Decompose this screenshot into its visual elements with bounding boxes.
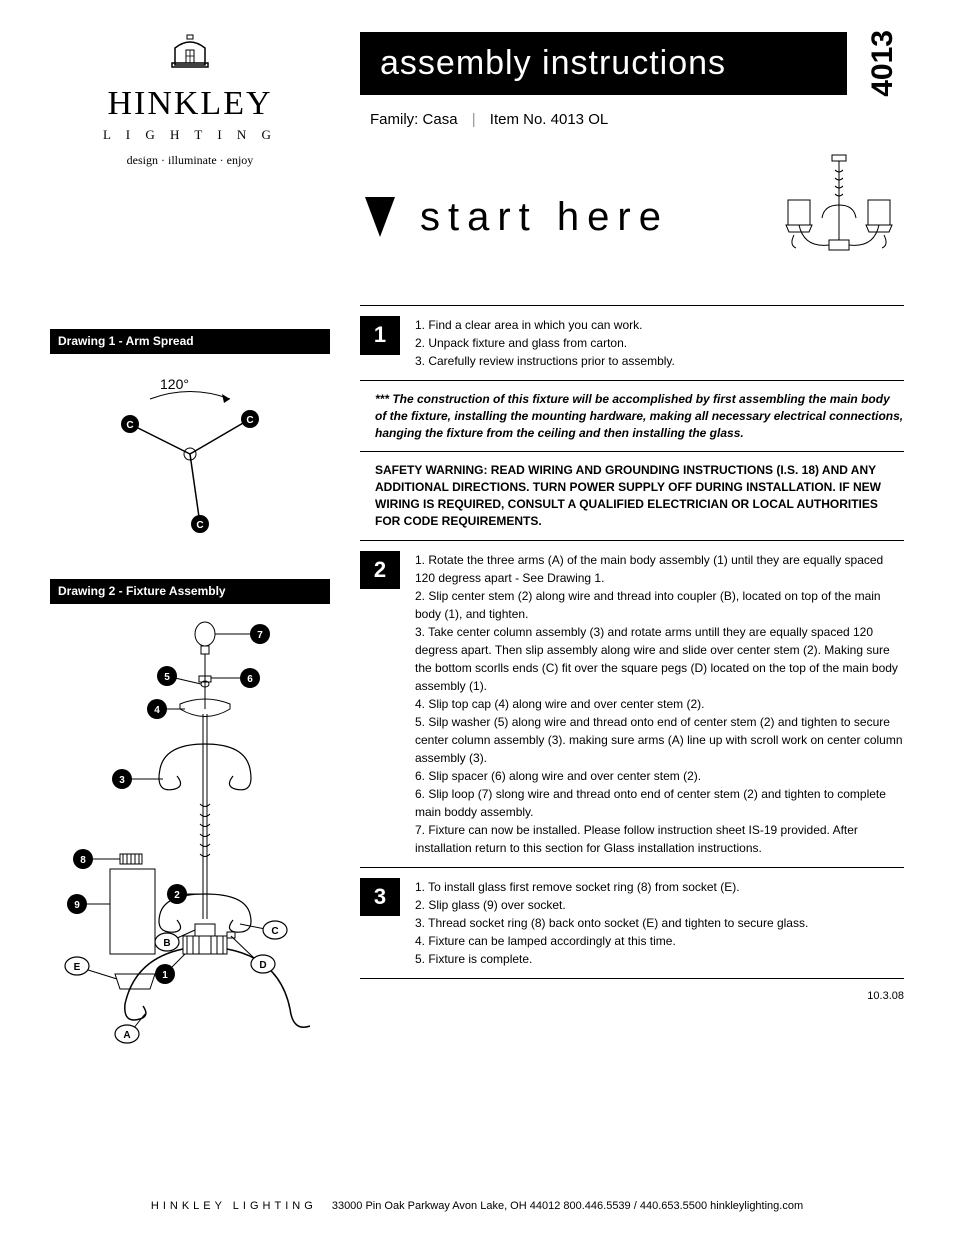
title-row: assembly instructions 4013: [360, 30, 904, 97]
rule: [360, 978, 904, 979]
rule: [360, 867, 904, 868]
footer-brand: HINKLEY LIGHTING: [151, 1200, 317, 1212]
page-title: assembly instructions: [360, 32, 847, 96]
construction-note: *** The construction of this fixture wil…: [375, 391, 904, 441]
svg-text:5: 5: [164, 672, 170, 683]
svg-text:6: 6: [247, 674, 253, 685]
family-label: Family:: [370, 111, 418, 128]
svg-text:C: C: [271, 926, 278, 937]
footer-info: 33000 Pin Oak Parkway Avon Lake, OH 4401…: [332, 1200, 803, 1212]
step-3-number: 3: [360, 878, 400, 917]
start-row: start here: [360, 150, 904, 285]
s2-line: 7. Fixture can now be installed. Please …: [415, 821, 904, 857]
step-2-body: 1. Rotate the three arms (A) of the main…: [415, 551, 904, 857]
svg-text:7: 7: [257, 630, 263, 641]
meta-row: Family: Casa | Item No. 4013 OL: [370, 109, 904, 130]
svg-text:C: C: [246, 415, 253, 426]
item-label: Item No.: [490, 111, 547, 128]
s2-line: 6. Slip spacer (6) along wire and over c…: [415, 767, 904, 785]
step-3-body: 1. To install glass first remove socket …: [415, 878, 904, 968]
svg-text:D: D: [259, 960, 266, 971]
safety-warning: SAFETY WARNING: READ WIRING AND GROUNDIN…: [375, 462, 904, 529]
logo-name: HINKLEY: [50, 80, 330, 128]
s2-line: 5. Silp washer (5) along wire and thread…: [415, 713, 904, 767]
step-2-number: 2: [360, 551, 400, 590]
logo-subtitle: L I G H T I N G: [50, 126, 330, 144]
start-here-heading: start here: [420, 189, 669, 245]
s1-line: 2. Unpack fixture and glass from carton.: [415, 334, 904, 352]
arrow-down-icon: [360, 192, 400, 242]
s2-line: 6. Slip loop (7) slong wire and thread o…: [415, 785, 904, 821]
product-sketch: [774, 150, 904, 285]
step-2: 2 1. Rotate the three arms (A) of the ma…: [360, 551, 904, 857]
svg-text:B: B: [163, 938, 170, 949]
svg-text:1: 1: [162, 970, 168, 981]
left-column: HINKLEY L I G H T I N G design · illumin…: [50, 30, 330, 1079]
svg-text:3: 3: [119, 775, 125, 786]
svg-text:C: C: [196, 520, 203, 531]
step-1-body: 1. Find a clear area in which you can wo…: [415, 316, 904, 370]
svg-text:E: E: [74, 962, 81, 973]
svg-text:2: 2: [174, 890, 180, 901]
step-3: 3 1. To install glass first remove socke…: [360, 878, 904, 968]
drawing-2-header: Drawing 2 - Fixture Assembly: [50, 579, 330, 604]
svg-text:9: 9: [74, 900, 80, 911]
svg-text:C: C: [126, 420, 133, 431]
s3-line: 3. Thread socket ring (8) back onto sock…: [415, 914, 904, 932]
svg-text:4: 4: [154, 705, 160, 716]
step-1: 1 1. Find a clear area in which you can …: [360, 316, 904, 370]
rule: [360, 540, 904, 541]
footer: HINKLEY LIGHTING 33000 Pin Oak Parkway A…: [50, 1199, 904, 1214]
drawing-2: 7 6 5 4 3 2 1 8 9: [50, 614, 330, 1049]
item-value: 4013 OL: [551, 111, 609, 128]
svg-text:8: 8: [80, 855, 86, 866]
svg-text:A: A: [123, 1030, 130, 1041]
rule: [360, 451, 904, 452]
s3-line: 4. Fixture can be lamped accordingly at …: [415, 932, 904, 950]
drawing-1: 120° C C C: [50, 364, 330, 549]
logo-icon: [50, 30, 330, 75]
page: HINKLEY L I G H T I N G design · illumin…: [50, 30, 904, 1079]
s2-line: 1. Rotate the three arms (A) of the main…: [415, 551, 904, 587]
s2-line: 3. Take center column assembly (3) and r…: [415, 623, 904, 695]
s2-line: 2. Slip center stem (2) along wire and t…: [415, 587, 904, 623]
s1-line: 1. Find a clear area in which you can wo…: [415, 316, 904, 334]
s1-line: 3. Carefully review instructions prior t…: [415, 352, 904, 370]
s3-line: 1. To install glass first remove socket …: [415, 878, 904, 896]
rule: [360, 380, 904, 381]
s3-line: 5. Fixture is complete.: [415, 950, 904, 968]
s2-line: 4. Slip top cap (4) along wire and over …: [415, 695, 904, 713]
right-column: assembly instructions 4013 Family: Casa …: [360, 30, 904, 1079]
logo-tagline: design · illuminate · enjoy: [50, 152, 330, 169]
step-1-number: 1: [360, 316, 400, 355]
logo-block: HINKLEY L I G H T I N G design · illumin…: [50, 30, 330, 169]
s3-line: 2. Slip glass (9) over socket.: [415, 896, 904, 914]
rule: [360, 305, 904, 306]
side-item-number: 4013: [862, 30, 904, 97]
family-value: Casa: [423, 111, 458, 128]
revision-date: 10.3.08: [360, 989, 904, 1004]
angle-label: 120°: [160, 376, 189, 392]
drawing-1-header: Drawing 1 - Arm Spread: [50, 329, 330, 354]
meta-separator: |: [472, 111, 476, 128]
